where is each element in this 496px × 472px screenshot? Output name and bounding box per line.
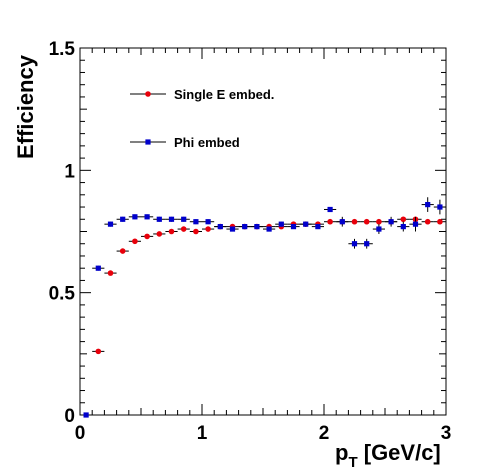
data-point [400, 224, 406, 230]
data-point [400, 216, 407, 223]
data-point [168, 228, 175, 235]
data-point [388, 219, 394, 225]
data-point [315, 224, 321, 230]
data-point [95, 265, 101, 271]
series-single-e-embed [92, 216, 446, 355]
data-point [290, 224, 297, 230]
x-tick-label: 1 [197, 423, 208, 444]
y-tick-label: 1 [64, 161, 75, 182]
data-point [144, 233, 150, 240]
data-point [254, 224, 260, 230]
data-point [107, 270, 114, 276]
data-point [95, 348, 102, 355]
data-point [83, 412, 89, 418]
data-point [437, 204, 443, 210]
data-point [132, 238, 138, 245]
x-axis-title-main: p [335, 440, 348, 465]
y-tick-label: 1.5 [49, 39, 76, 60]
y-tick-label: 0 [64, 406, 75, 427]
data-point [327, 218, 333, 225]
data-point [339, 219, 345, 225]
series-layer [80, 197, 446, 418]
data-point [156, 216, 162, 222]
plot-border [79, 47, 447, 416]
x-axis: 0 1 2 3 [75, 48, 452, 444]
data-point [266, 226, 272, 232]
data-point [278, 221, 284, 227]
series-phi-embed [80, 197, 446, 418]
legend-entry: Single E embed. [130, 87, 274, 102]
data-point [156, 231, 163, 237]
data-point [132, 214, 138, 220]
data-point [193, 228, 199, 235]
data-point [437, 218, 443, 225]
legend-label: Phi embed [174, 135, 240, 150]
y-axis-title: Efficiency [13, 54, 38, 159]
x-tick-label: 0 [75, 423, 86, 444]
data-point [107, 221, 114, 227]
data-point [168, 216, 175, 222]
x-axis-title-subscript: T [348, 454, 357, 471]
data-point [205, 226, 211, 232]
legend: Single E embed. Phi embed [130, 87, 274, 150]
data-point [412, 221, 419, 227]
data-point [217, 224, 223, 230]
y-tick-label: 0.5 [49, 284, 76, 305]
data-point [242, 224, 248, 230]
data-point [351, 218, 358, 225]
x-tick-label: 2 [319, 423, 330, 444]
legend-marker [145, 139, 151, 145]
data-point [351, 241, 358, 247]
legend-entry: Phi embed [130, 135, 240, 150]
data-point [205, 219, 211, 225]
data-point [303, 221, 309, 227]
data-point [327, 206, 333, 213]
data-point [363, 218, 370, 225]
data-point [193, 219, 199, 225]
x-axis-title-unit: [GeV/c] [358, 440, 441, 465]
data-point [120, 216, 126, 222]
x-axis-title: pT [GeV/c] [335, 440, 441, 471]
data-point [376, 218, 382, 225]
legend-marker [145, 91, 151, 97]
data-point [119, 248, 126, 254]
data-point [424, 218, 431, 225]
x-tick-label: 3 [441, 423, 452, 444]
data-point [181, 216, 187, 222]
plot-frame [79, 47, 447, 416]
y-axis: 0 0.5 1 1.5 [49, 39, 446, 427]
data-point [376, 226, 382, 232]
data-point [425, 201, 431, 208]
data-point [144, 214, 150, 220]
data-point [180, 226, 187, 232]
data-point [229, 226, 236, 232]
data-point [364, 241, 370, 247]
legend-label: Single E embed. [174, 87, 274, 102]
